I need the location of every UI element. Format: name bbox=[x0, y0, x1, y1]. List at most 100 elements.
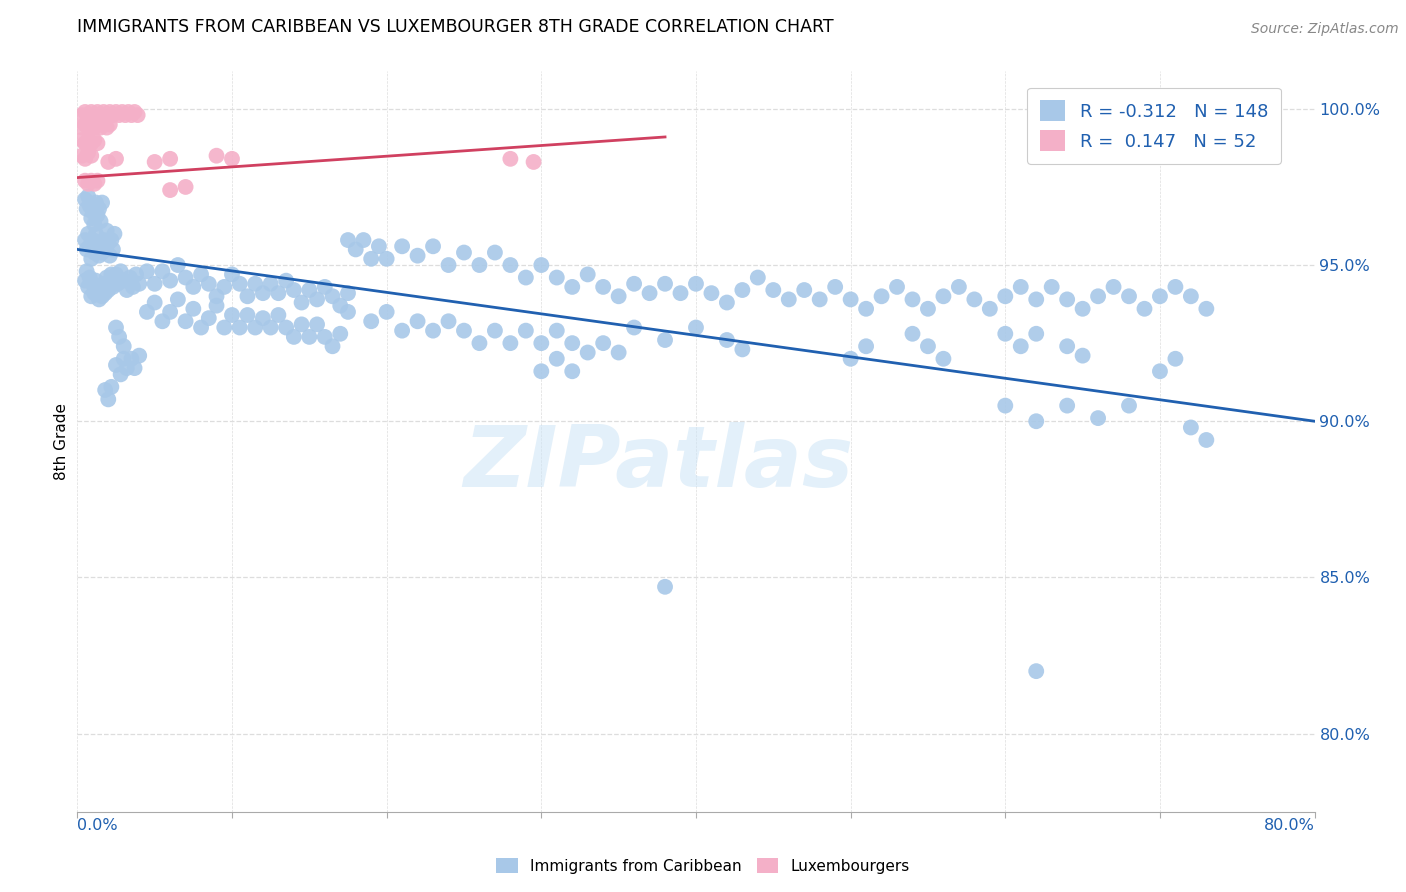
Point bbox=[1056, 339, 1078, 353]
Point bbox=[1071, 301, 1094, 316]
Point bbox=[855, 339, 877, 353]
Point bbox=[115, 361, 138, 376]
Point bbox=[80, 118, 103, 132]
Point bbox=[124, 105, 146, 120]
Point bbox=[1118, 289, 1140, 303]
Point bbox=[127, 108, 149, 122]
Point bbox=[198, 311, 221, 326]
Point bbox=[83, 286, 105, 301]
Point bbox=[824, 280, 846, 294]
Point bbox=[124, 361, 146, 376]
Point bbox=[76, 243, 98, 257]
Point bbox=[100, 268, 122, 282]
Point bbox=[205, 289, 228, 303]
Point bbox=[205, 299, 228, 313]
Point bbox=[979, 301, 1001, 316]
Point bbox=[1180, 420, 1202, 434]
Point bbox=[82, 277, 104, 291]
Point bbox=[1025, 664, 1047, 678]
Y-axis label: 8th Grade: 8th Grade bbox=[53, 403, 69, 480]
Point bbox=[530, 336, 553, 351]
Point bbox=[716, 333, 738, 347]
Point bbox=[963, 293, 986, 307]
Point bbox=[307, 293, 329, 307]
Point bbox=[70, 149, 93, 163]
Point bbox=[70, 133, 93, 147]
Point bbox=[276, 320, 298, 334]
Point bbox=[314, 330, 336, 344]
Point bbox=[344, 243, 367, 257]
Point bbox=[546, 270, 568, 285]
Point bbox=[79, 239, 101, 253]
Point bbox=[437, 314, 460, 328]
Point bbox=[97, 236, 120, 251]
Point bbox=[90, 120, 111, 135]
Point bbox=[159, 152, 181, 166]
Point bbox=[86, 136, 108, 151]
Point bbox=[77, 189, 100, 203]
Point bbox=[121, 108, 143, 122]
Point bbox=[83, 108, 105, 122]
Point bbox=[76, 202, 98, 216]
Point bbox=[136, 264, 159, 278]
Point bbox=[515, 270, 537, 285]
Point bbox=[107, 277, 129, 291]
Point bbox=[329, 326, 352, 341]
Point bbox=[94, 286, 117, 301]
Point bbox=[422, 239, 444, 253]
Point bbox=[97, 155, 120, 169]
Point bbox=[291, 318, 314, 332]
Point bbox=[283, 330, 305, 344]
Point bbox=[406, 314, 429, 328]
Point bbox=[79, 199, 101, 213]
Point bbox=[86, 174, 108, 188]
Point bbox=[174, 180, 197, 194]
Point bbox=[1149, 289, 1171, 303]
Point bbox=[576, 268, 599, 282]
Point bbox=[82, 233, 104, 247]
Point bbox=[298, 283, 321, 297]
Point bbox=[685, 277, 707, 291]
Point bbox=[546, 324, 568, 338]
Point bbox=[167, 258, 190, 272]
Point bbox=[125, 268, 148, 282]
Point bbox=[260, 277, 283, 291]
Point bbox=[90, 108, 111, 122]
Point bbox=[747, 270, 769, 285]
Point bbox=[97, 392, 120, 407]
Point bbox=[1025, 293, 1047, 307]
Point bbox=[1164, 280, 1187, 294]
Point bbox=[190, 268, 212, 282]
Point bbox=[214, 320, 236, 334]
Point bbox=[994, 399, 1017, 413]
Point bbox=[368, 239, 391, 253]
Point bbox=[375, 305, 398, 319]
Point bbox=[515, 324, 537, 338]
Point bbox=[83, 245, 105, 260]
Point bbox=[778, 293, 800, 307]
Point bbox=[108, 108, 131, 122]
Point bbox=[762, 283, 785, 297]
Point bbox=[1118, 399, 1140, 413]
Point bbox=[84, 227, 107, 241]
Point bbox=[86, 118, 108, 132]
Point bbox=[1087, 411, 1109, 425]
Point bbox=[94, 243, 117, 257]
Point bbox=[228, 320, 252, 334]
Point bbox=[90, 236, 111, 251]
Point bbox=[1149, 364, 1171, 378]
Point bbox=[105, 105, 127, 120]
Point bbox=[245, 320, 267, 334]
Point bbox=[870, 289, 893, 303]
Point bbox=[221, 268, 243, 282]
Point bbox=[1102, 280, 1125, 294]
Point bbox=[143, 295, 166, 310]
Point bbox=[484, 245, 506, 260]
Point bbox=[80, 252, 103, 266]
Point bbox=[839, 293, 862, 307]
Point bbox=[159, 274, 181, 288]
Point bbox=[115, 283, 138, 297]
Point bbox=[93, 105, 115, 120]
Point bbox=[90, 280, 111, 294]
Point bbox=[1164, 351, 1187, 366]
